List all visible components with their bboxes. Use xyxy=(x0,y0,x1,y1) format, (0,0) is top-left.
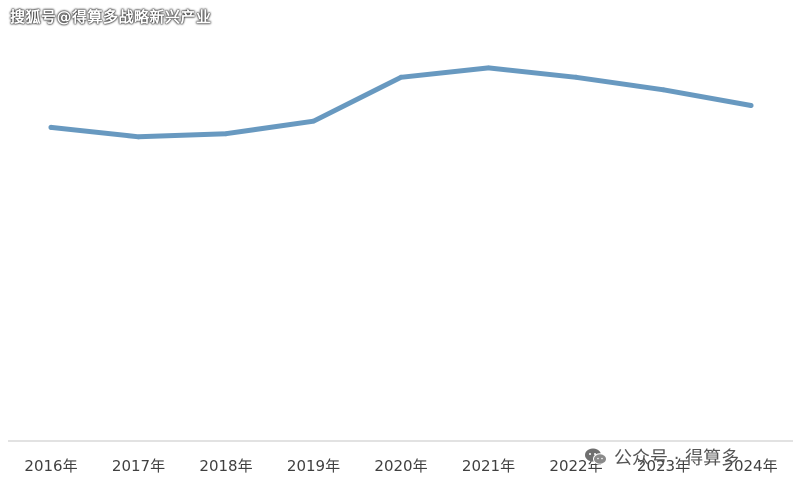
x-tick-label: 2016年 xyxy=(24,457,77,475)
data-point xyxy=(48,124,54,130)
x-tick-label: 2020年 xyxy=(374,457,427,475)
data-point xyxy=(311,118,316,124)
x-tick-label: 2018年 xyxy=(199,457,252,475)
series-group xyxy=(48,65,754,140)
x-tick-label: 2017年 xyxy=(112,457,165,475)
x-tick-label: 2023年 xyxy=(637,457,690,475)
data-point xyxy=(661,87,666,93)
data-point xyxy=(398,74,404,80)
wechat-watermark: 公众号 · 得算多 xyxy=(584,444,739,470)
data-point xyxy=(573,74,579,80)
x-tick-label: 2022年 xyxy=(549,457,602,475)
x-tick-labels: 2016年 2017年 2018年 2019年 2020年 2021年 2022年 2023年… xyxy=(24,457,777,475)
data-point xyxy=(748,102,754,108)
wechat-icon xyxy=(585,448,607,465)
data-point xyxy=(486,65,491,71)
wechat-watermark-text: 公众号 · 得算多 xyxy=(614,448,740,469)
x-tick-label: 2021年 xyxy=(462,457,515,475)
data-point xyxy=(223,131,229,137)
data-point xyxy=(136,134,141,140)
sohu-watermark: 搜狐号@得算多战略新兴产业 xyxy=(10,8,212,26)
x-tick-label: 2019年 xyxy=(287,457,340,475)
x-tick-label: 2024年 xyxy=(724,457,777,475)
